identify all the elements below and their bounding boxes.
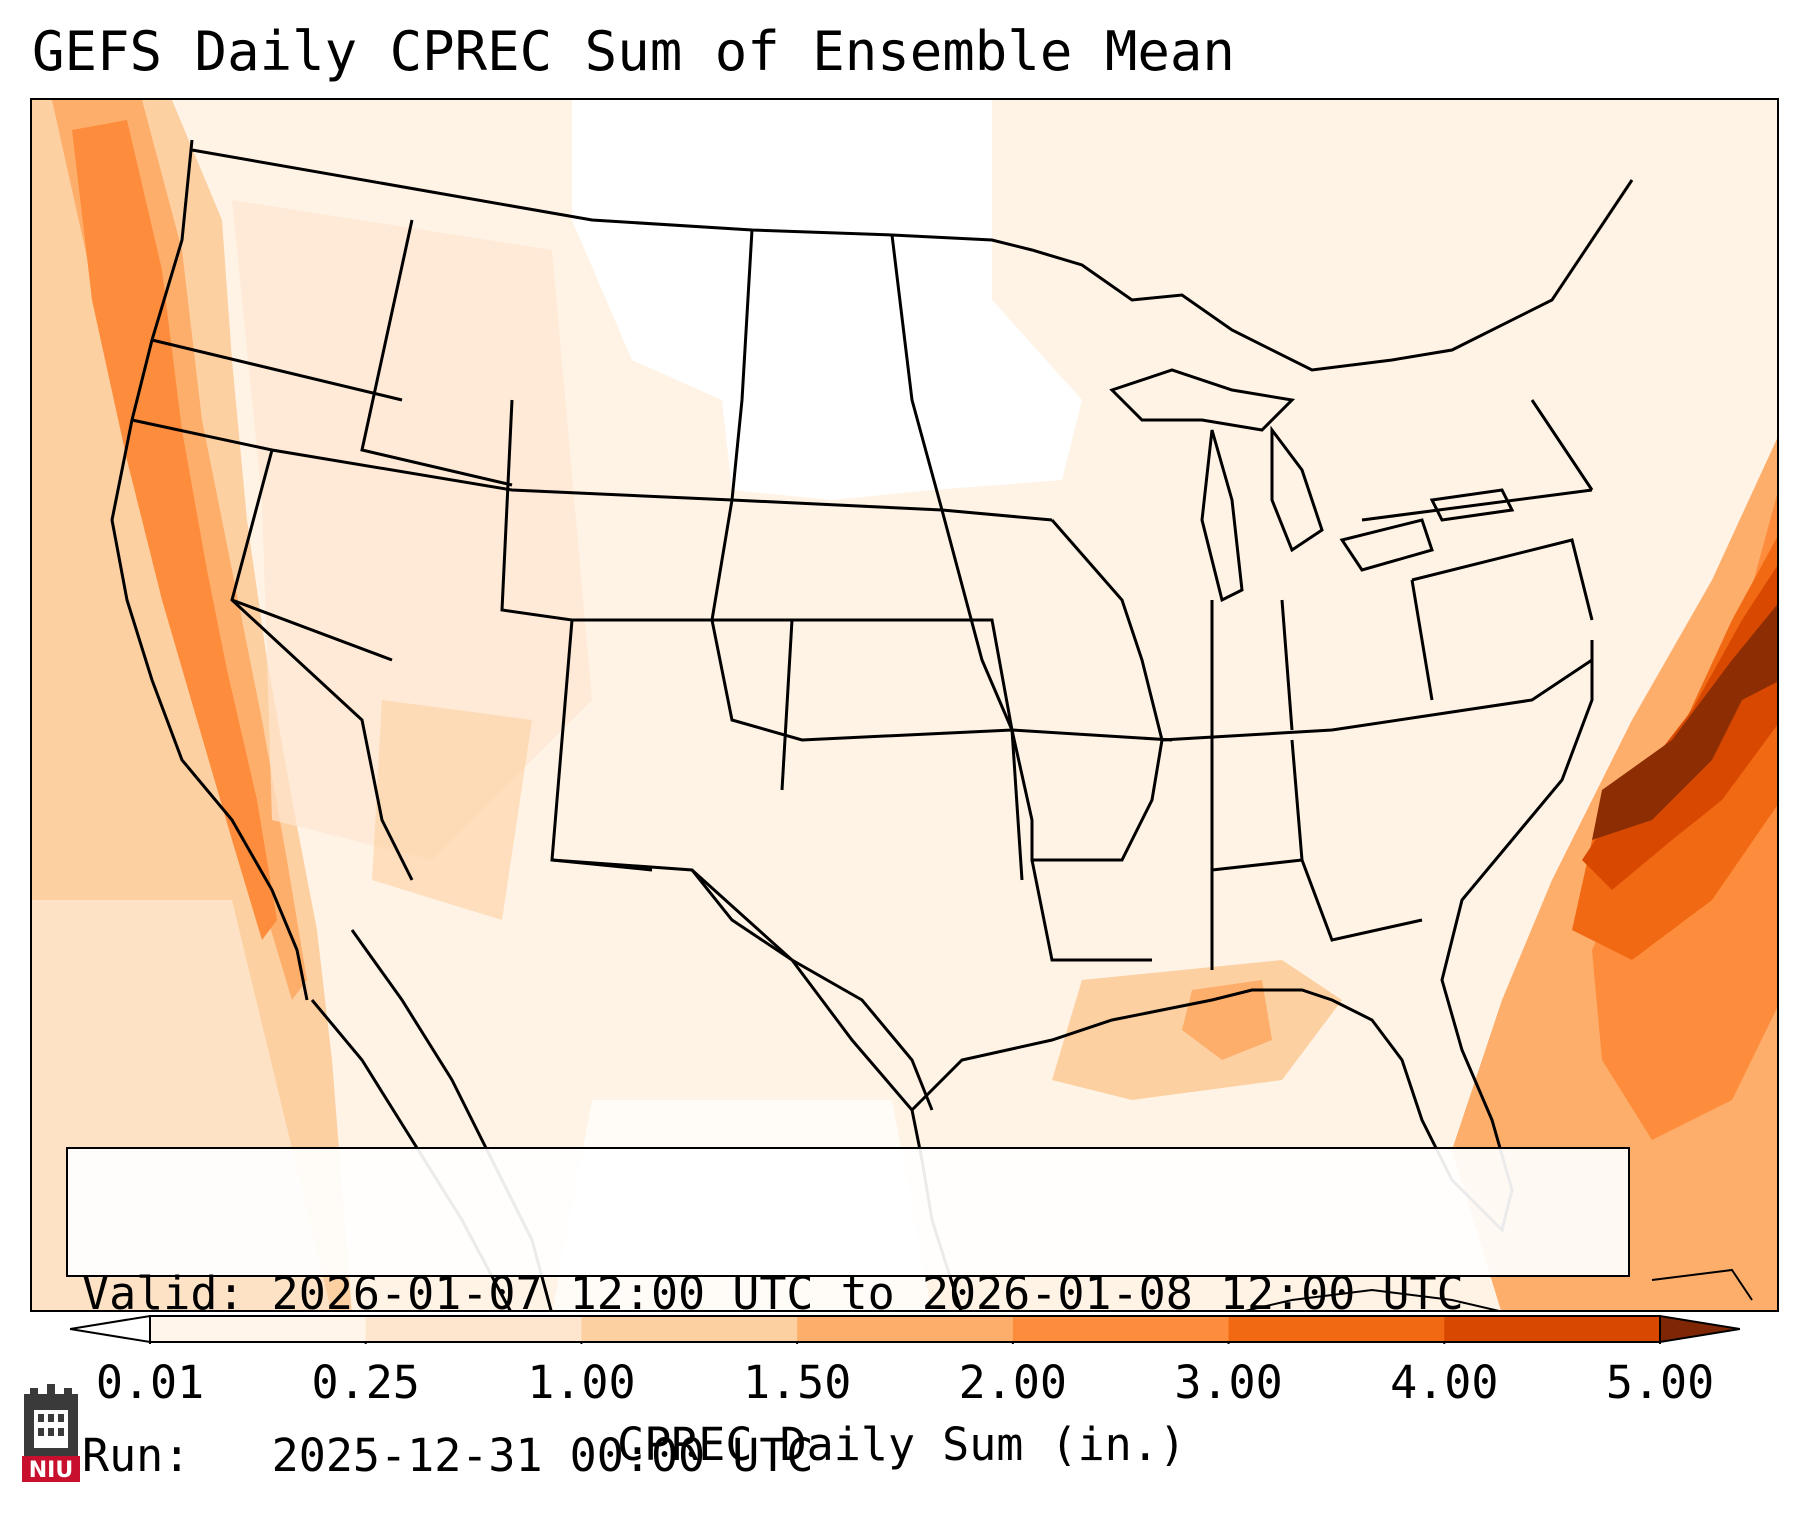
logo-text: NIU (29, 1458, 73, 1483)
colorbar-segment (1444, 1316, 1661, 1342)
colorbar-label: CPREC Daily Sum (in.) (617, 1418, 1186, 1471)
southwest-field (372, 700, 532, 920)
map-canvas (32, 100, 1777, 1310)
valid-value: 2026-01-07 12:00 UTC to 2026-01-08 12:00… (271, 1267, 1464, 1320)
colorbar-segment (581, 1316, 798, 1342)
colorbar-ticks: 0.01 0.25 1.00 1.50 2.00 3.00 4.00 5.00 (0, 1356, 1803, 1416)
colorbar-segment (365, 1316, 582, 1342)
valid-label: Valid: (82, 1267, 245, 1320)
colorbar-tick-label: 1.50 (742, 1356, 852, 1409)
colorbar-tick-label: 5.00 (1605, 1356, 1715, 1409)
colorbar-tick-label: 0.01 (95, 1356, 205, 1409)
colorbar-segment (1012, 1316, 1230, 1342)
colorbar-outline (149, 1315, 1661, 1343)
northern-plains-dry (572, 100, 1082, 500)
niu-logo: NIU (22, 1384, 80, 1483)
pacific-precip-max (72, 120, 277, 940)
colorbar-over-arrow (1659, 1314, 1740, 1344)
colorbar (70, 1314, 1740, 1344)
colorbar-tick-label: 2.00 (958, 1356, 1068, 1409)
atlantic-precip-max (1592, 604, 1777, 840)
colorbar-segment (150, 1316, 367, 1342)
colorbar-segment (1228, 1316, 1445, 1342)
run-value: 2025-12-31 00:00 UTC (271, 1429, 814, 1482)
borders (110, 139, 1753, 1310)
colorbar-tick-label: 1.00 (527, 1356, 636, 1409)
interior-west-field (232, 200, 592, 860)
colorbar-tick-label: 4.00 (1390, 1356, 1499, 1409)
valid-time-box: Valid: 2026-01-07 12:00 UTC to 2026-01-0… (66, 1147, 1630, 1482)
colorbar-under-arrow (70, 1314, 151, 1344)
colorbar-tick-label: 0.25 (311, 1356, 420, 1409)
valid-row: Valid: 2026-01-07 12:00 UTC to 2026-01-0… (82, 1267, 1614, 1321)
run-label: Run: (82, 1429, 191, 1482)
colorbar-tick-label: 3.00 (1174, 1356, 1283, 1409)
run-row: Run: 2025-12-31 00:00 UTC (82, 1429, 1614, 1483)
page-title: GEFS Daily CPREC Sum of Ensemble Mean (32, 20, 1235, 83)
precipitation-map (30, 98, 1779, 1312)
colorbar-segment (797, 1316, 1014, 1342)
